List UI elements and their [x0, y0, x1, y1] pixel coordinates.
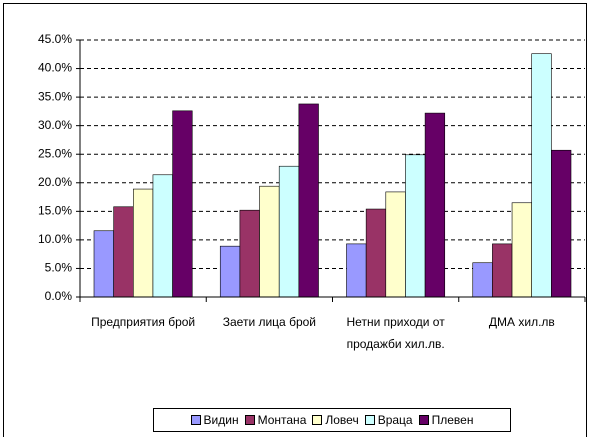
legend-swatch [364, 415, 375, 425]
bar [405, 154, 426, 298]
bar [219, 245, 241, 298]
bar [133, 188, 154, 298]
bar [346, 243, 367, 298]
legend-swatch [312, 415, 323, 425]
y-tick-label: 20.0% [38, 175, 72, 189]
bar [113, 206, 134, 298]
y-tick-label: 35.0% [38, 89, 72, 103]
chart-border [3, 3, 587, 437]
bar [152, 174, 173, 298]
legend-label: Монтана [257, 413, 307, 427]
bar [424, 112, 446, 298]
legend-swatch [418, 415, 429, 425]
x-tick-label: ДМА хил.лв [488, 315, 555, 329]
bar [172, 110, 193, 298]
y-tick-label: 45.0% [38, 32, 72, 46]
y-tick-label: 5.0% [45, 261, 73, 275]
bar [278, 165, 300, 298]
bar [365, 208, 387, 298]
y-tick-label: 25.0% [38, 146, 72, 160]
bar [385, 191, 406, 298]
legend-item: Враца [364, 413, 413, 427]
legend-swatch [244, 415, 255, 425]
x-tick-label: Заети лица брой [222, 315, 316, 329]
bar [93, 230, 114, 298]
bar [472, 262, 493, 298]
legend-item: Плевен [418, 413, 474, 427]
legend-item: Видин [190, 413, 239, 427]
legend-label: Видин [203, 413, 239, 427]
legend-swatch [190, 415, 201, 425]
legend-label: Плевен [431, 413, 474, 427]
bar [298, 103, 319, 298]
legend-label: Ловеч [325, 413, 359, 427]
bar [531, 53, 552, 298]
y-tick-label: 0.0% [45, 289, 73, 303]
bar [551, 149, 572, 298]
legend-label: Враца [377, 413, 413, 427]
legend-item: Ловеч [312, 413, 359, 427]
x-tick-label: Нетни приходи от продажби хил.лв. [346, 315, 445, 351]
y-tick-label: 30.0% [38, 118, 72, 132]
legend-item: Монтана [244, 413, 307, 427]
bar [511, 202, 532, 298]
bar [239, 209, 260, 298]
y-tick-label: 15.0% [38, 204, 72, 218]
bar [492, 243, 513, 298]
x-tick-label: Предприятия брой [91, 315, 196, 329]
legend: Видин Монтана Ловеч Враца Плевен [153, 408, 511, 432]
bar [259, 185, 280, 298]
y-tick-label: 10.0% [38, 232, 72, 246]
y-tick-label: 40.0% [38, 61, 72, 75]
